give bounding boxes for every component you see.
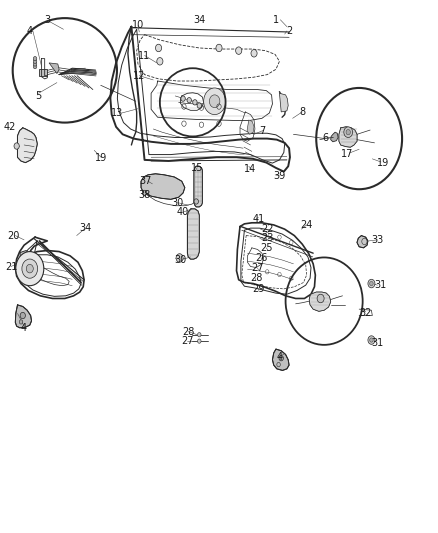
Circle shape: [251, 50, 257, 57]
Text: 30: 30: [174, 255, 187, 265]
Text: 27: 27: [251, 263, 264, 273]
Text: 34: 34: [193, 15, 205, 25]
Text: 15: 15: [191, 163, 203, 173]
Polygon shape: [357, 236, 368, 248]
Text: 21: 21: [5, 262, 17, 271]
Polygon shape: [20, 251, 28, 259]
Circle shape: [33, 62, 37, 66]
Text: 14: 14: [244, 165, 257, 174]
Text: 4: 4: [27, 26, 33, 36]
Text: 5: 5: [35, 91, 42, 101]
Text: 33: 33: [371, 235, 384, 245]
Text: 12: 12: [133, 71, 145, 80]
Polygon shape: [331, 132, 338, 142]
Text: 42: 42: [4, 122, 16, 132]
Circle shape: [344, 127, 353, 138]
Text: 25: 25: [260, 243, 272, 253]
Circle shape: [187, 98, 191, 103]
Circle shape: [370, 281, 373, 286]
Circle shape: [155, 44, 162, 52]
Text: 40: 40: [177, 207, 189, 217]
Circle shape: [14, 143, 19, 149]
Circle shape: [33, 59, 37, 63]
Text: 29: 29: [253, 284, 265, 294]
Text: 31: 31: [371, 338, 384, 348]
Circle shape: [20, 312, 25, 319]
Text: 22: 22: [261, 224, 273, 234]
Circle shape: [236, 47, 242, 54]
Text: 13: 13: [111, 108, 124, 118]
Text: 28: 28: [182, 327, 194, 336]
Circle shape: [368, 336, 375, 344]
Polygon shape: [49, 63, 59, 74]
Circle shape: [157, 58, 163, 65]
Circle shape: [142, 190, 147, 196]
Text: 20: 20: [7, 231, 19, 240]
Text: 41: 41: [252, 214, 265, 223]
Polygon shape: [187, 209, 199, 259]
Text: 3: 3: [44, 15, 50, 25]
Text: 34: 34: [79, 223, 92, 233]
Text: 23: 23: [261, 233, 273, 243]
Polygon shape: [141, 174, 185, 199]
Text: 8: 8: [299, 107, 305, 117]
Circle shape: [33, 64, 37, 69]
Polygon shape: [15, 305, 32, 328]
Circle shape: [176, 254, 183, 262]
Circle shape: [22, 259, 38, 278]
Text: 7: 7: [260, 126, 266, 136]
Text: 26: 26: [255, 253, 267, 263]
Text: 1: 1: [273, 15, 279, 25]
Text: 6: 6: [322, 133, 328, 142]
Text: 19: 19: [95, 153, 107, 163]
Text: 4: 4: [21, 323, 27, 333]
Polygon shape: [272, 349, 289, 370]
Polygon shape: [309, 292, 331, 311]
Circle shape: [346, 130, 350, 135]
Text: 31: 31: [374, 280, 386, 290]
Circle shape: [216, 44, 222, 52]
Circle shape: [317, 294, 324, 303]
Text: 38: 38: [138, 190, 151, 199]
Circle shape: [209, 95, 220, 108]
Circle shape: [33, 56, 37, 61]
Polygon shape: [339, 127, 357, 147]
Circle shape: [194, 199, 198, 204]
Text: 30: 30: [171, 198, 184, 207]
Circle shape: [19, 320, 23, 324]
Text: 4: 4: [276, 352, 283, 362]
Polygon shape: [18, 128, 37, 163]
Circle shape: [193, 100, 197, 105]
Text: 24: 24: [300, 221, 313, 230]
Circle shape: [198, 333, 201, 337]
Circle shape: [16, 252, 44, 286]
Circle shape: [204, 88, 226, 115]
Text: 39: 39: [273, 171, 286, 181]
Text: 32: 32: [360, 308, 372, 318]
Polygon shape: [194, 166, 202, 207]
Circle shape: [197, 103, 201, 108]
Circle shape: [198, 339, 201, 343]
Polygon shape: [39, 69, 47, 76]
Circle shape: [181, 96, 185, 101]
Polygon shape: [279, 93, 288, 112]
Text: 28: 28: [250, 273, 262, 283]
Text: 10: 10: [132, 20, 144, 30]
Polygon shape: [247, 120, 254, 134]
Text: 37: 37: [139, 176, 152, 186]
Text: 19: 19: [377, 158, 389, 167]
Circle shape: [26, 264, 33, 273]
Text: 2: 2: [286, 26, 292, 36]
Circle shape: [368, 279, 375, 288]
Circle shape: [370, 338, 373, 342]
Circle shape: [279, 356, 283, 361]
Text: 17: 17: [341, 149, 353, 158]
Text: 27: 27: [181, 336, 194, 346]
Text: 11: 11: [138, 51, 151, 61]
